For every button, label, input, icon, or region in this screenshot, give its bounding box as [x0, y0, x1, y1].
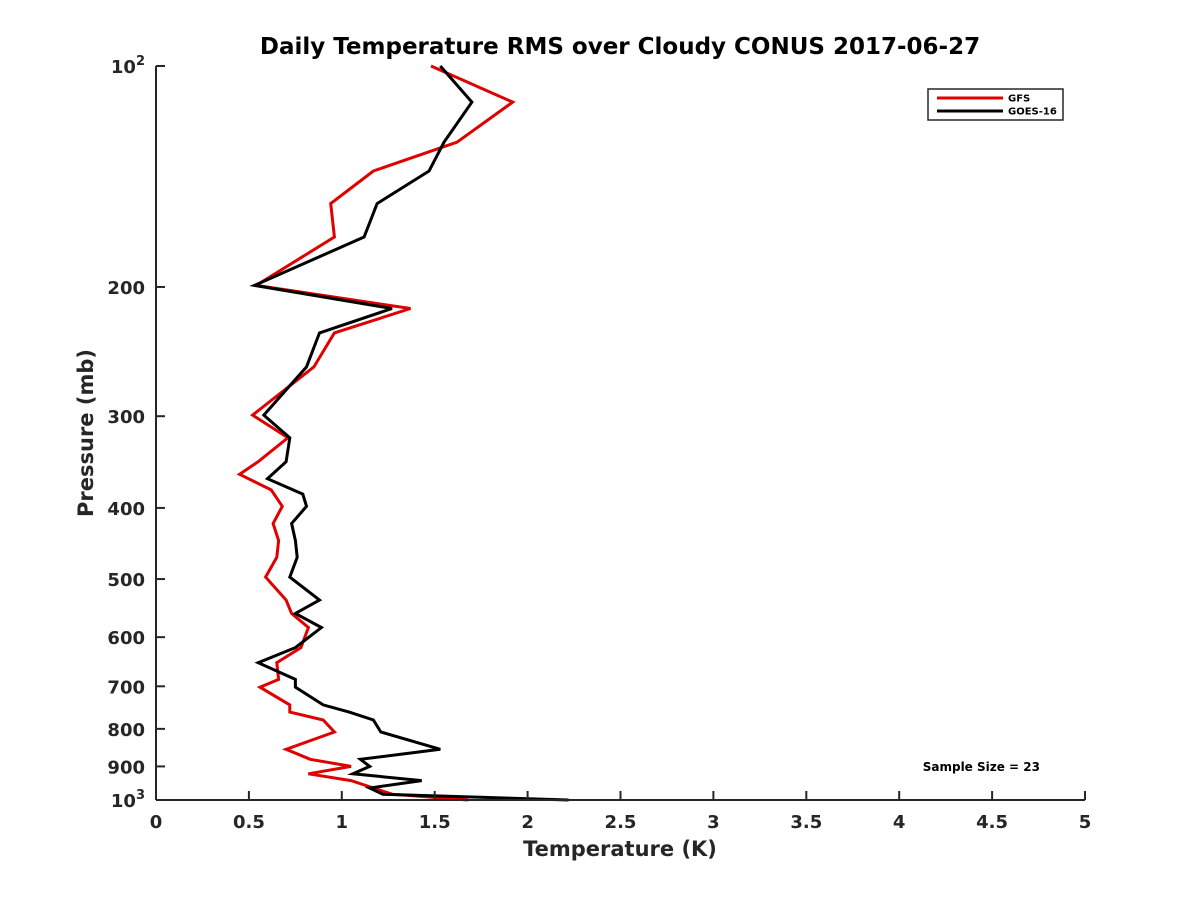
chart-title: Daily Temperature RMS over Cloudy CONUS …: [260, 34, 980, 60]
x-tick-label: 0: [150, 812, 163, 833]
x-tick-label: 3: [707, 812, 720, 833]
legend-box: [927, 88, 1064, 121]
y-tick-label: 103: [111, 788, 145, 812]
series-line-goes-16: [249, 65, 569, 802]
x-axis-ticks: 0 0.5 1 1.5 2 2.5 3 3.5 4 4.5 5: [150, 791, 1092, 833]
y-tick-label: 600: [107, 628, 145, 649]
y-tick-label: 500: [107, 570, 145, 591]
series-group: [236, 64, 569, 802]
y-tick-label: 200: [107, 278, 145, 299]
y-tick-label: 300: [107, 407, 145, 428]
x-tick-label: 1.5: [419, 812, 451, 833]
x-tick-label: 4: [893, 812, 906, 833]
y-tick-label: 700: [107, 677, 145, 698]
legend: GFS GOES-16: [927, 88, 1064, 121]
legend-label: GFS: [1008, 94, 1030, 105]
y-tick-label: 102: [111, 54, 145, 78]
y-tick-label: 900: [107, 757, 145, 778]
legend-label: GOES-16: [1008, 107, 1057, 118]
x-tick-label: 3.5: [790, 812, 822, 833]
x-tick-label: 4.5: [976, 812, 1008, 833]
y-axis-ticks: 102 200 300 400 500 600 700 800 900 103: [107, 54, 165, 812]
x-tick-label: 0.5: [233, 812, 265, 833]
x-tick-label: 5: [1079, 812, 1092, 833]
x-tick-label: 1: [336, 812, 349, 833]
y-axis-label: Pressure (mb): [74, 349, 98, 517]
series-line-gfs: [236, 64, 516, 802]
x-tick-label: 2.5: [605, 812, 637, 833]
sample-size-annotation: Sample Size = 23: [923, 760, 1040, 774]
x-tick-label: 2: [521, 812, 534, 833]
x-axis-label: Temperature (K): [523, 837, 717, 861]
y-tick-label: 400: [107, 499, 145, 520]
y-tick-label: 800: [107, 720, 145, 741]
